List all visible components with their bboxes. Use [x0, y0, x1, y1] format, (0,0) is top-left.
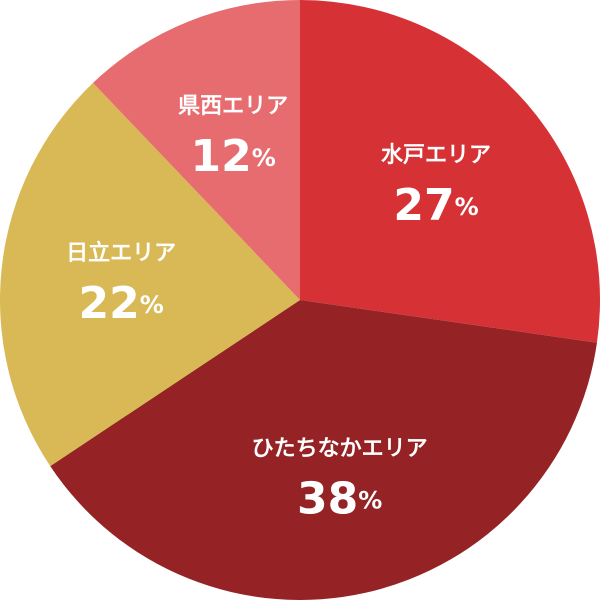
value-label: 12% — [190, 131, 275, 182]
value-label: 27% — [393, 180, 478, 231]
slice-label: 日立エリア — [66, 240, 176, 266]
slice-label: 水戸エリア — [381, 143, 491, 168]
value-label: 22% — [78, 278, 163, 329]
value-label: 38% — [297, 474, 382, 525]
slice-label: ひたちなかエリア — [252, 437, 428, 462]
pie-slice — [0, 82, 300, 467]
pie-slice — [92, 0, 301, 300]
slice-label: 県西エリア — [178, 94, 288, 119]
pie-slice — [300, 0, 600, 343]
pie-slice — [50, 300, 597, 600]
